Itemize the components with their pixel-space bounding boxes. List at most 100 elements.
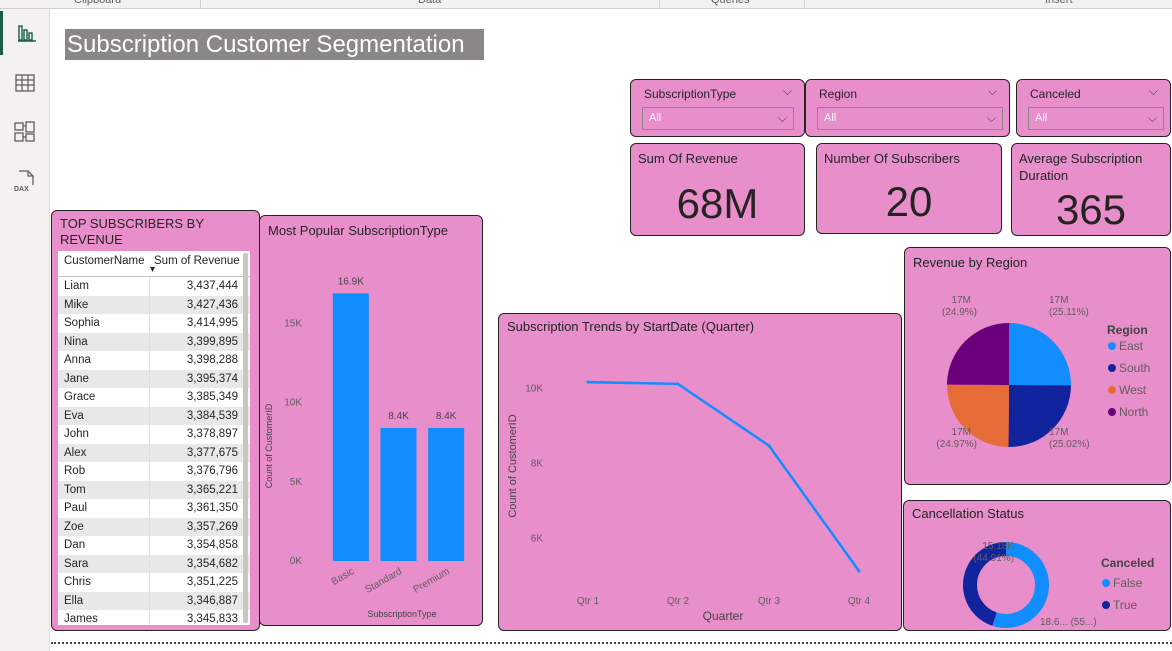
pie-slice[interactable] <box>947 323 1009 385</box>
y-tick-label: 5K <box>290 477 303 488</box>
model-icon <box>14 121 35 142</box>
revenue-cell: 3,376,796 <box>186 465 238 478</box>
revenue-region-chart-card[interactable]: Revenue by Region 17M (25.11%) 17M (25.02%)… <box>904 247 1171 485</box>
chevron-down-icon[interactable]: ⌵ <box>1148 84 1158 98</box>
data-point[interactable] <box>586 380 590 384</box>
table-scrollbar[interactable] <box>243 253 248 623</box>
donut-slice[interactable] <box>963 542 1049 628</box>
customer-name-cell: Zoe <box>58 517 150 536</box>
legend-marker[interactable] <box>1108 364 1116 372</box>
ribbon-group-data[interactable]: Data <box>418 0 442 6</box>
revenue-cell: 3,361,350 <box>186 502 238 515</box>
table-row[interactable]: Nina 3,399,895 <box>58 332 250 351</box>
table-row[interactable]: Rob 3,376,796 <box>58 462 250 481</box>
slicer-label: Region <box>819 87 858 101</box>
customer-name-cell: John <box>58 425 150 444</box>
table-row[interactable]: Zoe 3,357,269 <box>58 517 250 536</box>
slicer-canceled[interactable]: Canceled ⌵ All ⌵ <box>1016 79 1171 137</box>
y-tick-label: 0K <box>290 556 303 567</box>
legend-label[interactable]: South <box>1119 361 1150 375</box>
table-row[interactable]: Sophia 3,414,995 <box>58 314 250 333</box>
popular-type-chart-card[interactable]: Most Popular SubscriptionType 0K 5K 10K 15K… <box>259 215 483 626</box>
table-row[interactable]: Eva 3,384,539 <box>58 406 250 425</box>
bar[interactable] <box>428 427 465 561</box>
table-row[interactable]: Liam 3,437,444 <box>58 277 250 296</box>
data-point[interactable] <box>676 382 680 386</box>
legend-label[interactable]: East <box>1119 339 1144 353</box>
column-header-customer-name[interactable]: CustomerName <box>64 255 145 267</box>
slicer-dropdown[interactable]: All ⌵ <box>817 107 1003 130</box>
column-header-sum-of-revenue[interactable]: Sum of Revenue ▾ <box>150 255 242 275</box>
legend-title: Canceled <box>1101 556 1154 570</box>
table-row[interactable]: Ella 3,346,887 <box>58 591 250 610</box>
slicer-region[interactable]: Region ⌵ All ⌵ <box>805 79 1010 137</box>
report-view-button[interactable] <box>0 11 50 55</box>
y-tick-label: 8K <box>531 459 544 470</box>
legend-marker[interactable] <box>1102 579 1110 587</box>
ribbon-group-insert[interactable]: Insert <box>1045 0 1073 6</box>
customer-name-cell: Dan <box>58 536 150 555</box>
model-view-button[interactable] <box>0 110 50 154</box>
trends-chart-card[interactable]: Subscription Trends by StartDate (Quarte… <box>498 313 902 631</box>
revenue-cell: 3,385,349 <box>186 391 238 404</box>
x-tick-label: Premium <box>412 566 452 596</box>
table-row[interactable]: James 3,345,833 <box>58 610 250 625</box>
table-header: CustomerName Sum of Revenue ▾ <box>58 251 250 277</box>
chevron-down-icon[interactable]: ⌵ <box>987 84 997 98</box>
slice-value-label: 17M <box>1049 427 1068 438</box>
table-row[interactable]: Mike 3,427,436 <box>58 295 250 314</box>
table-row[interactable]: Sara 3,354,682 <box>58 554 250 573</box>
x-tick-label: Qtr 3 <box>758 596 781 607</box>
legend-label[interactable]: False <box>1113 576 1143 590</box>
revenue-cell: 3,378,897 <box>186 428 238 441</box>
customer-name-cell: Anna <box>58 351 150 370</box>
table-row[interactable]: Alex 3,377,675 <box>58 443 250 462</box>
table-row[interactable]: Tom 3,365,221 <box>58 480 250 499</box>
pie-slice[interactable] <box>947 384 1009 447</box>
legend-marker[interactable] <box>1108 342 1116 350</box>
bar-chart: 0K 5K 10K 15K 16.9K Basic 8.4K Standard 8.4K Pre… <box>264 276 465 619</box>
table-row[interactable]: Paul 3,361,350 <box>58 499 250 518</box>
table-row[interactable]: Grace 3,385,349 <box>58 388 250 407</box>
revenue-cell: 3,427,436 <box>186 298 238 311</box>
legend-marker[interactable] <box>1102 601 1110 609</box>
series-line[interactable] <box>587 380 861 572</box>
x-tick-label: Qtr 1 <box>577 596 600 607</box>
slicer-subscription-type[interactable]: SubscriptionType ⌵ All ⌵ <box>630 79 805 137</box>
slice-pct-label: (24.97%) <box>936 439 977 450</box>
table-row[interactable]: Anna 3,398,288 <box>58 351 250 370</box>
bar[interactable] <box>332 293 369 561</box>
ribbon-group-queries[interactable]: Queries <box>711 0 750 6</box>
top-subscribers-table-card[interactable]: TOP SUBSCRIBERS BY REVENUE CustomerName … <box>51 210 260 631</box>
legend-label[interactable]: West <box>1119 383 1147 397</box>
table-row[interactable]: John 3,378,897 <box>58 425 250 444</box>
dax-icon-label: DAX <box>14 186 29 193</box>
table[interactable]: CustomerName Sum of Revenue ▾ Liam 3,437,… <box>58 251 250 625</box>
slicer-dropdown[interactable]: All ⌵ <box>642 107 794 130</box>
legend-marker[interactable] <box>1108 408 1116 416</box>
bar-chart-icon <box>17 25 36 42</box>
cancellation-chart-card[interactable]: Cancellation Status 15.18K (44.91%) 18.6..… <box>903 500 1171 631</box>
kpi-card-revenue[interactable]: Sum Of Revenue 68M <box>630 143 805 236</box>
table-row[interactable]: Chris 3,351,225 <box>58 573 250 592</box>
bar[interactable] <box>380 427 417 561</box>
legend-label[interactable]: North <box>1119 405 1148 419</box>
data-point[interactable] <box>857 569 861 573</box>
data-point[interactable] <box>767 444 771 448</box>
dax-query-view-button[interactable]: DAX <box>0 159 50 203</box>
table-view-button[interactable] <box>0 61 50 105</box>
table-row[interactable]: Dan 3,354,858 <box>58 536 250 555</box>
ribbon-group-clipboard[interactable]: Clipboard <box>74 0 122 6</box>
pie-slice[interactable] <box>1009 323 1071 386</box>
chevron-down-icon[interactable]: ⌵ <box>782 84 792 98</box>
legend-marker[interactable] <box>1108 386 1116 394</box>
revenue-cell: 3,399,895 <box>186 335 238 348</box>
table-row[interactable]: Jane 3,395,374 <box>58 369 250 388</box>
pie-slice[interactable] <box>1008 385 1071 447</box>
revenue-cell: 3,354,682 <box>186 557 238 570</box>
customer-name-cell: Sophia <box>58 314 150 333</box>
kpi-card-subscribers[interactable]: Number Of Subscribers 20 <box>816 143 1002 234</box>
slicer-dropdown[interactable]: All ⌵ <box>1028 107 1164 130</box>
legend-label[interactable]: True <box>1113 598 1138 612</box>
kpi-card-duration[interactable]: Average Subscription Duration 365 <box>1011 143 1171 236</box>
